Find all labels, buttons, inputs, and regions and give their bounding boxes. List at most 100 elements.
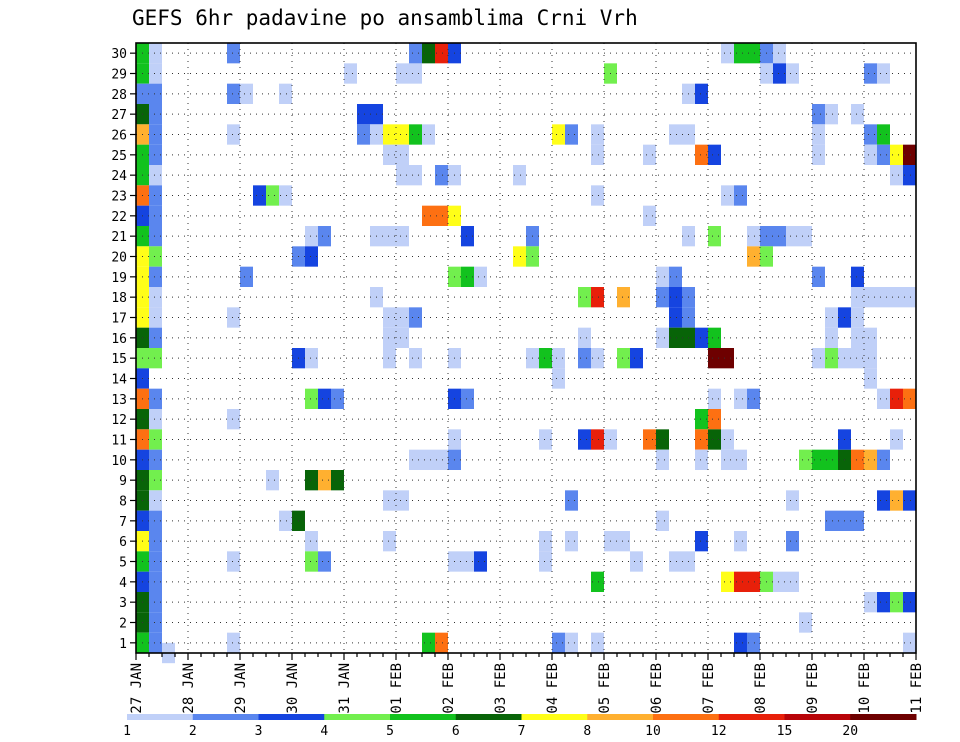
heatmap-cell bbox=[890, 287, 903, 308]
heatmap-cell bbox=[357, 124, 370, 145]
heatmap-cell bbox=[240, 266, 253, 287]
heatmap-cell bbox=[643, 205, 656, 226]
heatmap-cell bbox=[721, 571, 734, 592]
heatmap-cell bbox=[227, 409, 240, 430]
heatmap-cell bbox=[695, 449, 708, 470]
heatmap-cell bbox=[149, 63, 162, 84]
heatmap-cell bbox=[578, 348, 591, 369]
heatmap-cell bbox=[461, 226, 474, 247]
y-tick-label: 17 bbox=[111, 312, 127, 327]
y-tick-label: 4 bbox=[119, 576, 127, 591]
colorbar-swatch bbox=[127, 714, 194, 720]
colorbar-label: 12 bbox=[711, 724, 727, 739]
heatmap-cell bbox=[825, 307, 838, 328]
heatmap-cell bbox=[656, 266, 669, 287]
heatmap-cell bbox=[578, 327, 591, 348]
heatmap-cell bbox=[513, 165, 526, 186]
heatmap-cell bbox=[357, 104, 370, 125]
heatmap-cell bbox=[435, 449, 448, 470]
chart-title: GEFS 6hr padavine po ansamblima Crni Vrh bbox=[132, 6, 638, 30]
x-tick-label: 06 FEB bbox=[649, 663, 665, 714]
y-tick-label: 18 bbox=[111, 291, 127, 306]
heatmap-cell bbox=[539, 429, 552, 450]
y-tick-label: 27 bbox=[111, 108, 127, 123]
heatmap-cell bbox=[149, 307, 162, 328]
y-tick-label: 11 bbox=[111, 434, 127, 449]
heatmap-cell bbox=[773, 226, 786, 247]
heatmap-cell bbox=[422, 449, 435, 470]
heatmap-cell bbox=[695, 409, 708, 430]
heatmap-cell bbox=[305, 348, 318, 369]
heatmap-cell bbox=[812, 266, 825, 287]
heatmap-cell bbox=[396, 124, 409, 145]
heatmap-cell bbox=[799, 449, 812, 470]
heatmap-cell bbox=[656, 510, 669, 531]
heatmap-cell bbox=[383, 327, 396, 348]
x-tick-label: 05 FEB bbox=[597, 663, 613, 714]
heatmap-cell bbox=[734, 43, 747, 64]
heatmap-cell bbox=[149, 612, 162, 633]
heatmap-cell bbox=[851, 104, 864, 125]
y-tick-label: 16 bbox=[111, 332, 127, 347]
heatmap-cell bbox=[669, 307, 682, 328]
colorbar-swatch bbox=[718, 714, 785, 720]
heatmap-cell bbox=[565, 531, 578, 552]
heatmap-cell bbox=[149, 632, 162, 653]
heatmap-cell bbox=[773, 43, 786, 64]
heatmap-cell bbox=[266, 185, 279, 206]
heatmap-cell bbox=[591, 144, 604, 165]
heatmap-cell bbox=[422, 43, 435, 64]
heatmap-cell bbox=[552, 348, 565, 369]
heatmap-cell bbox=[240, 83, 253, 104]
y-tick-label: 26 bbox=[111, 129, 127, 144]
heatmap-cell bbox=[474, 551, 487, 572]
heatmap-cell bbox=[149, 531, 162, 552]
heatmap-cell bbox=[786, 63, 799, 84]
heatmap-cell bbox=[747, 632, 760, 653]
heatmap-cell bbox=[435, 205, 448, 226]
heatmap-cell bbox=[617, 348, 630, 369]
heatmap-cell bbox=[669, 327, 682, 348]
heatmap-cell bbox=[851, 510, 864, 531]
heatmap-cell bbox=[149, 287, 162, 308]
heatmap-cell bbox=[734, 531, 747, 552]
heatmap-cell bbox=[396, 165, 409, 186]
heatmap-cell bbox=[786, 531, 799, 552]
heatmap-cell bbox=[669, 287, 682, 308]
y-tick-label: 25 bbox=[111, 149, 127, 164]
heatmap-cell bbox=[656, 449, 669, 470]
heatmap-cell bbox=[877, 592, 890, 613]
heatmap-cell bbox=[825, 449, 838, 470]
heatmap-cell bbox=[591, 632, 604, 653]
colorbar-swatch bbox=[455, 714, 522, 720]
heatmap-cell bbox=[435, 43, 448, 64]
heatmap-cell bbox=[435, 632, 448, 653]
heatmap-cell bbox=[617, 531, 630, 552]
heatmap-cell bbox=[890, 388, 903, 409]
colorbar-label: 1 bbox=[123, 724, 131, 739]
heatmap-cell bbox=[422, 632, 435, 653]
y-tick-label: 5 bbox=[119, 556, 127, 571]
heatmap-cell bbox=[708, 348, 721, 369]
y-tick-label: 3 bbox=[119, 596, 127, 611]
heatmap-cell bbox=[279, 185, 292, 206]
heatmap-cell bbox=[591, 571, 604, 592]
colorbar-label: 20 bbox=[842, 724, 858, 739]
heatmap-cell bbox=[864, 368, 877, 389]
y-tick-label: 2 bbox=[119, 617, 127, 632]
heatmap-cell bbox=[409, 63, 422, 84]
heatmap-cell bbox=[656, 327, 669, 348]
heatmap-cell bbox=[591, 124, 604, 145]
heatmap-cell bbox=[396, 327, 409, 348]
heatmap-cell bbox=[903, 165, 916, 186]
x-tick-label: 02 FEB bbox=[441, 663, 457, 714]
heatmap-cell bbox=[825, 348, 838, 369]
heatmap-cell bbox=[383, 348, 396, 369]
heatmap-cell bbox=[695, 83, 708, 104]
y-tick-label: 9 bbox=[119, 474, 127, 489]
heatmap-cell bbox=[734, 571, 747, 592]
colorbar-swatch bbox=[258, 714, 325, 720]
heatmap-cell bbox=[708, 409, 721, 430]
heatmap-cell bbox=[383, 531, 396, 552]
